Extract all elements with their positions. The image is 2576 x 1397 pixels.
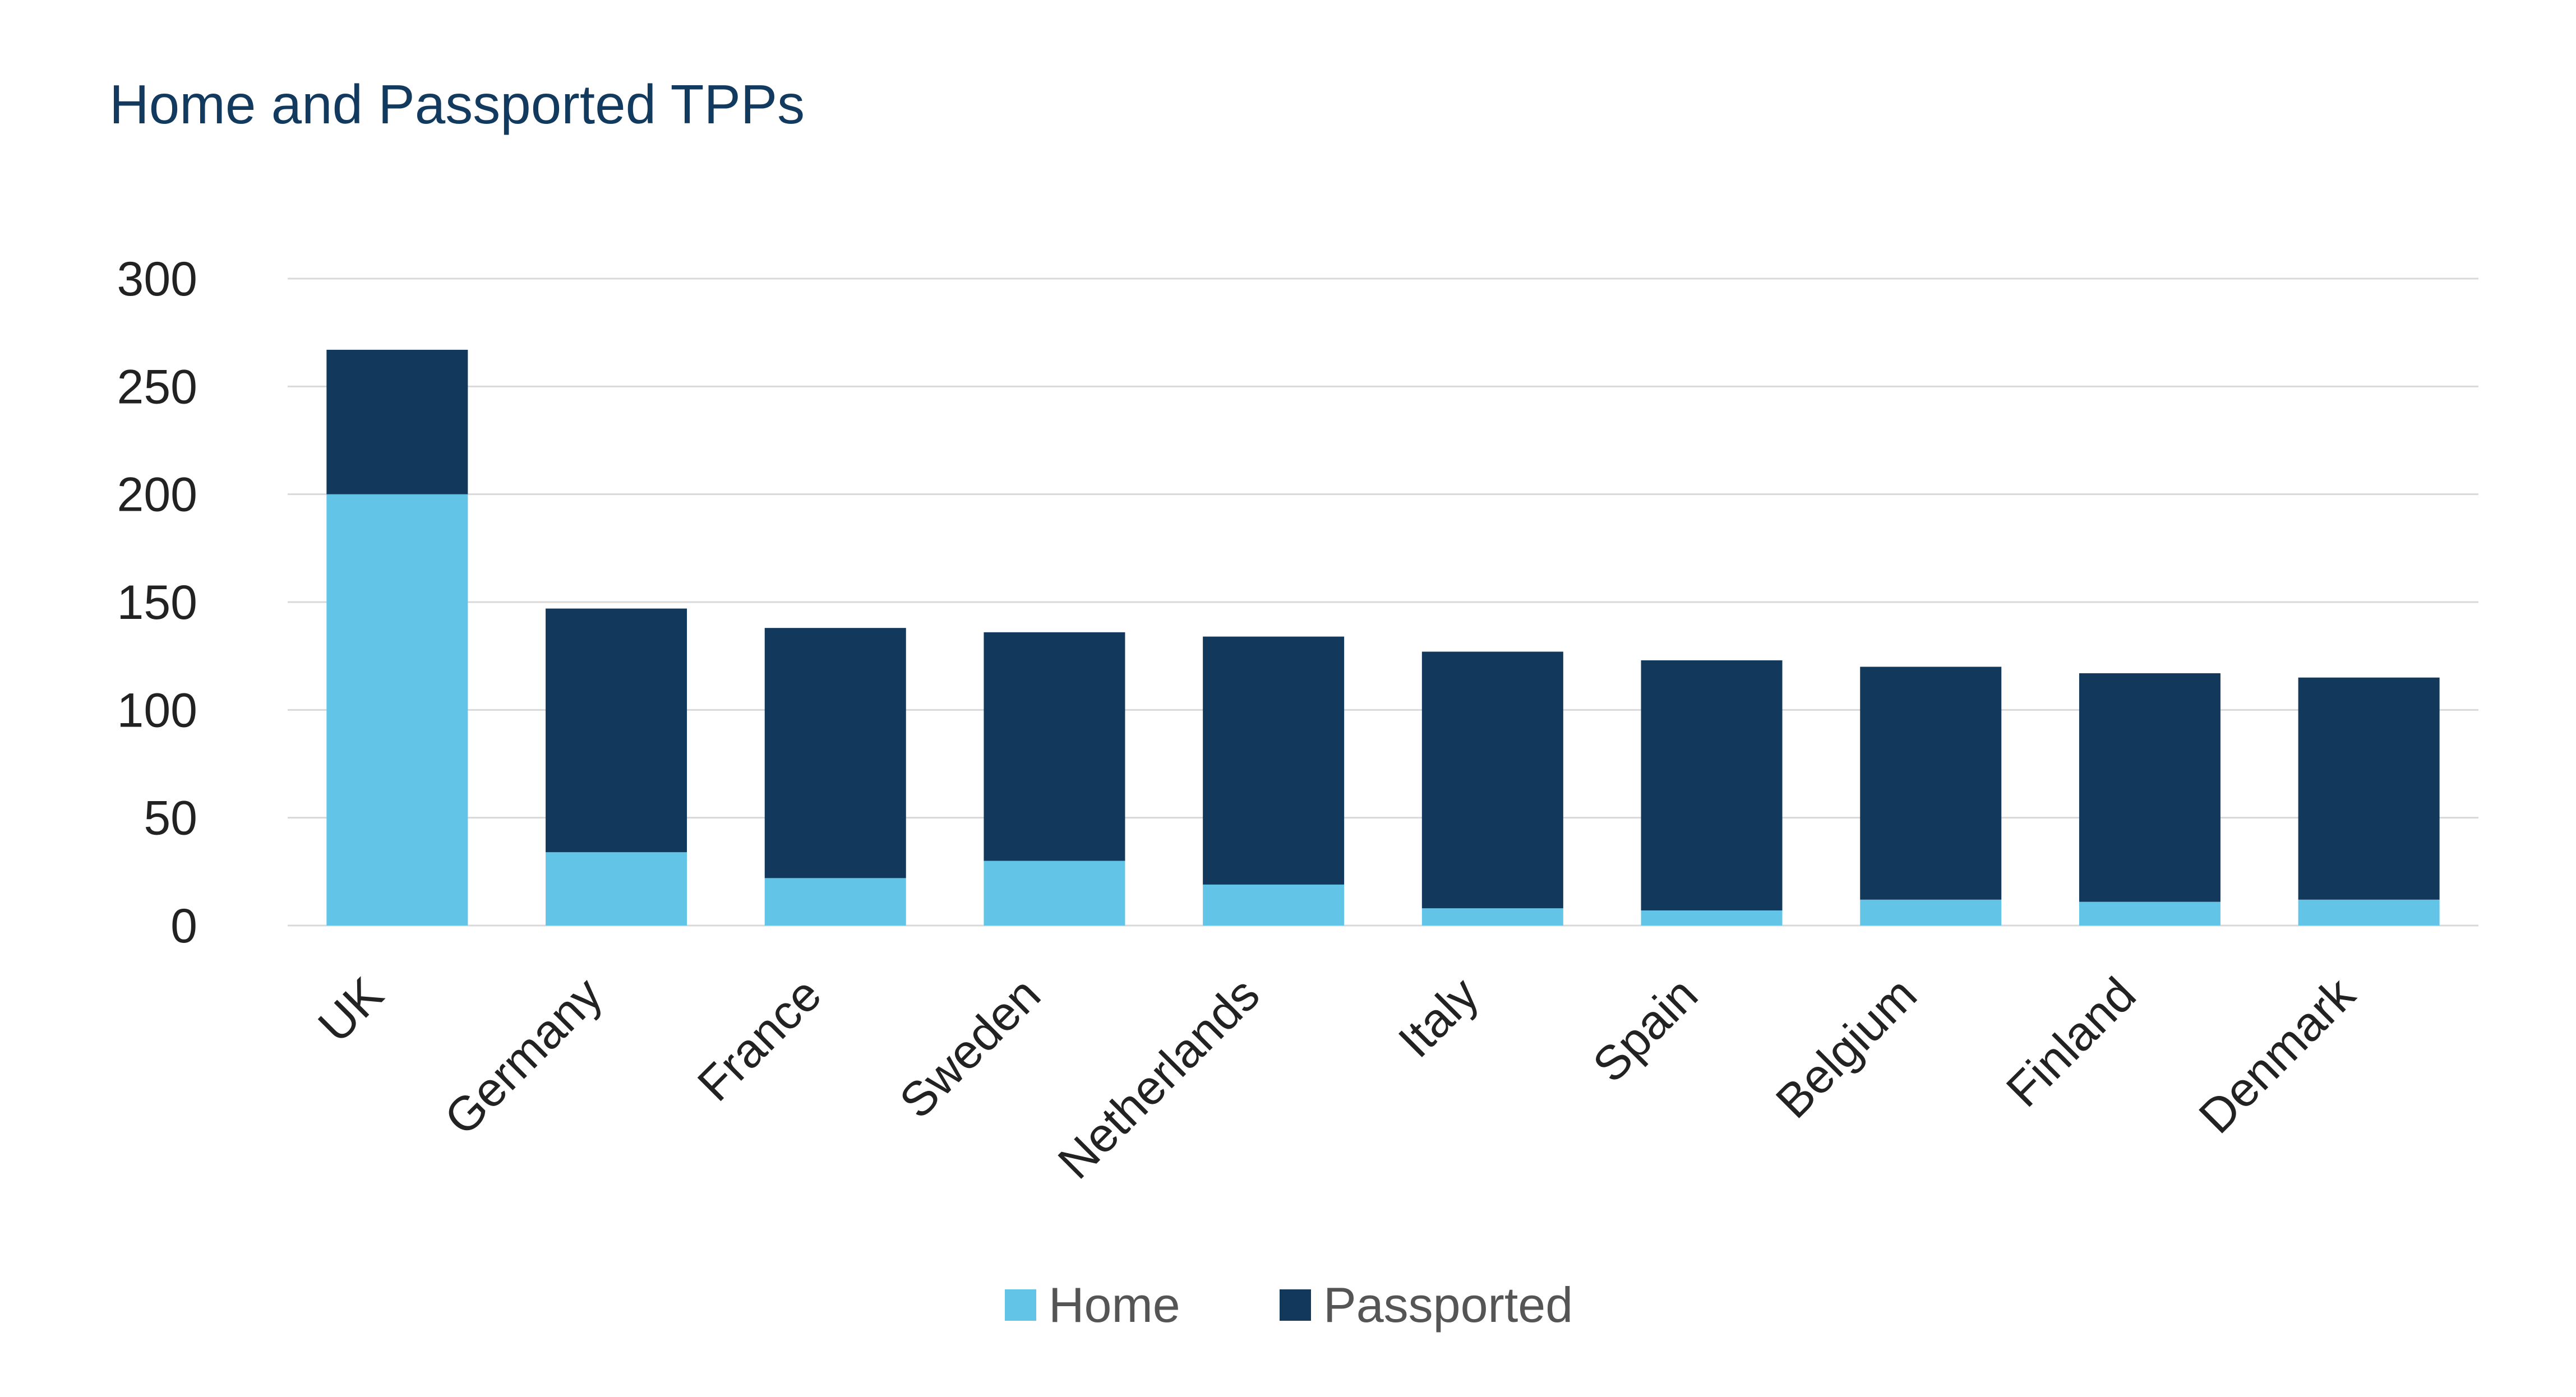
bar-passported — [326, 349, 468, 494]
x-tick-label: Spain — [1583, 968, 1708, 1093]
legend: Home Passported — [1005, 1277, 1573, 1333]
y-tick-label: 50 — [144, 792, 197, 845]
x-tick-label: Italy — [1388, 968, 1489, 1068]
bar-passported — [1203, 636, 1345, 885]
y-tick-label: 200 — [117, 468, 198, 522]
y-axis-ticks: 0 50 100 150 200 250 300 — [117, 252, 198, 953]
chart-title: Home and Passported TPPs — [109, 73, 805, 135]
x-tick-label: Denmark — [2189, 967, 2366, 1144]
bar-home — [1641, 910, 1783, 926]
bar-passported — [2079, 673, 2220, 902]
bar-home — [326, 494, 468, 926]
bar-home — [2298, 899, 2440, 926]
bar-passported — [984, 632, 1125, 861]
bar-passported — [1860, 667, 2002, 900]
legend-swatch-home — [1005, 1289, 1036, 1321]
x-tick-label: Finland — [1996, 968, 2146, 1117]
bar-passported — [2298, 677, 2440, 900]
x-tick-label: France — [687, 968, 832, 1112]
x-tick-label: UK — [308, 968, 393, 1053]
bar-home — [546, 852, 687, 926]
y-tick-label: 300 — [117, 252, 198, 306]
y-tick-label: 150 — [117, 576, 198, 630]
bar-home — [764, 878, 906, 926]
x-tick-label: Germany — [435, 968, 613, 1146]
bar-home — [1421, 908, 1563, 926]
legend-swatch-passported — [1280, 1289, 1311, 1321]
bar-home — [1203, 884, 1345, 926]
legend-label-home: Home — [1049, 1277, 1180, 1333]
bar-passported — [1421, 651, 1563, 909]
bar-passported — [546, 608, 687, 853]
bar-passported — [1641, 660, 1783, 911]
x-tick-label: Belgium — [1766, 968, 1927, 1129]
bar-home — [1860, 899, 2002, 926]
bar-passported — [764, 628, 906, 878]
y-tick-label: 250 — [117, 360, 198, 414]
x-tick-label: Sweden — [889, 968, 1051, 1129]
legend-label-passported: Passported — [1323, 1277, 1573, 1333]
bars — [326, 349, 2440, 926]
bar-home — [2079, 901, 2220, 926]
x-tick-label: Netherlands — [1048, 968, 1270, 1190]
y-tick-label: 100 — [117, 683, 198, 737]
bar-home — [984, 861, 1125, 926]
y-tick-label: 0 — [170, 899, 197, 953]
